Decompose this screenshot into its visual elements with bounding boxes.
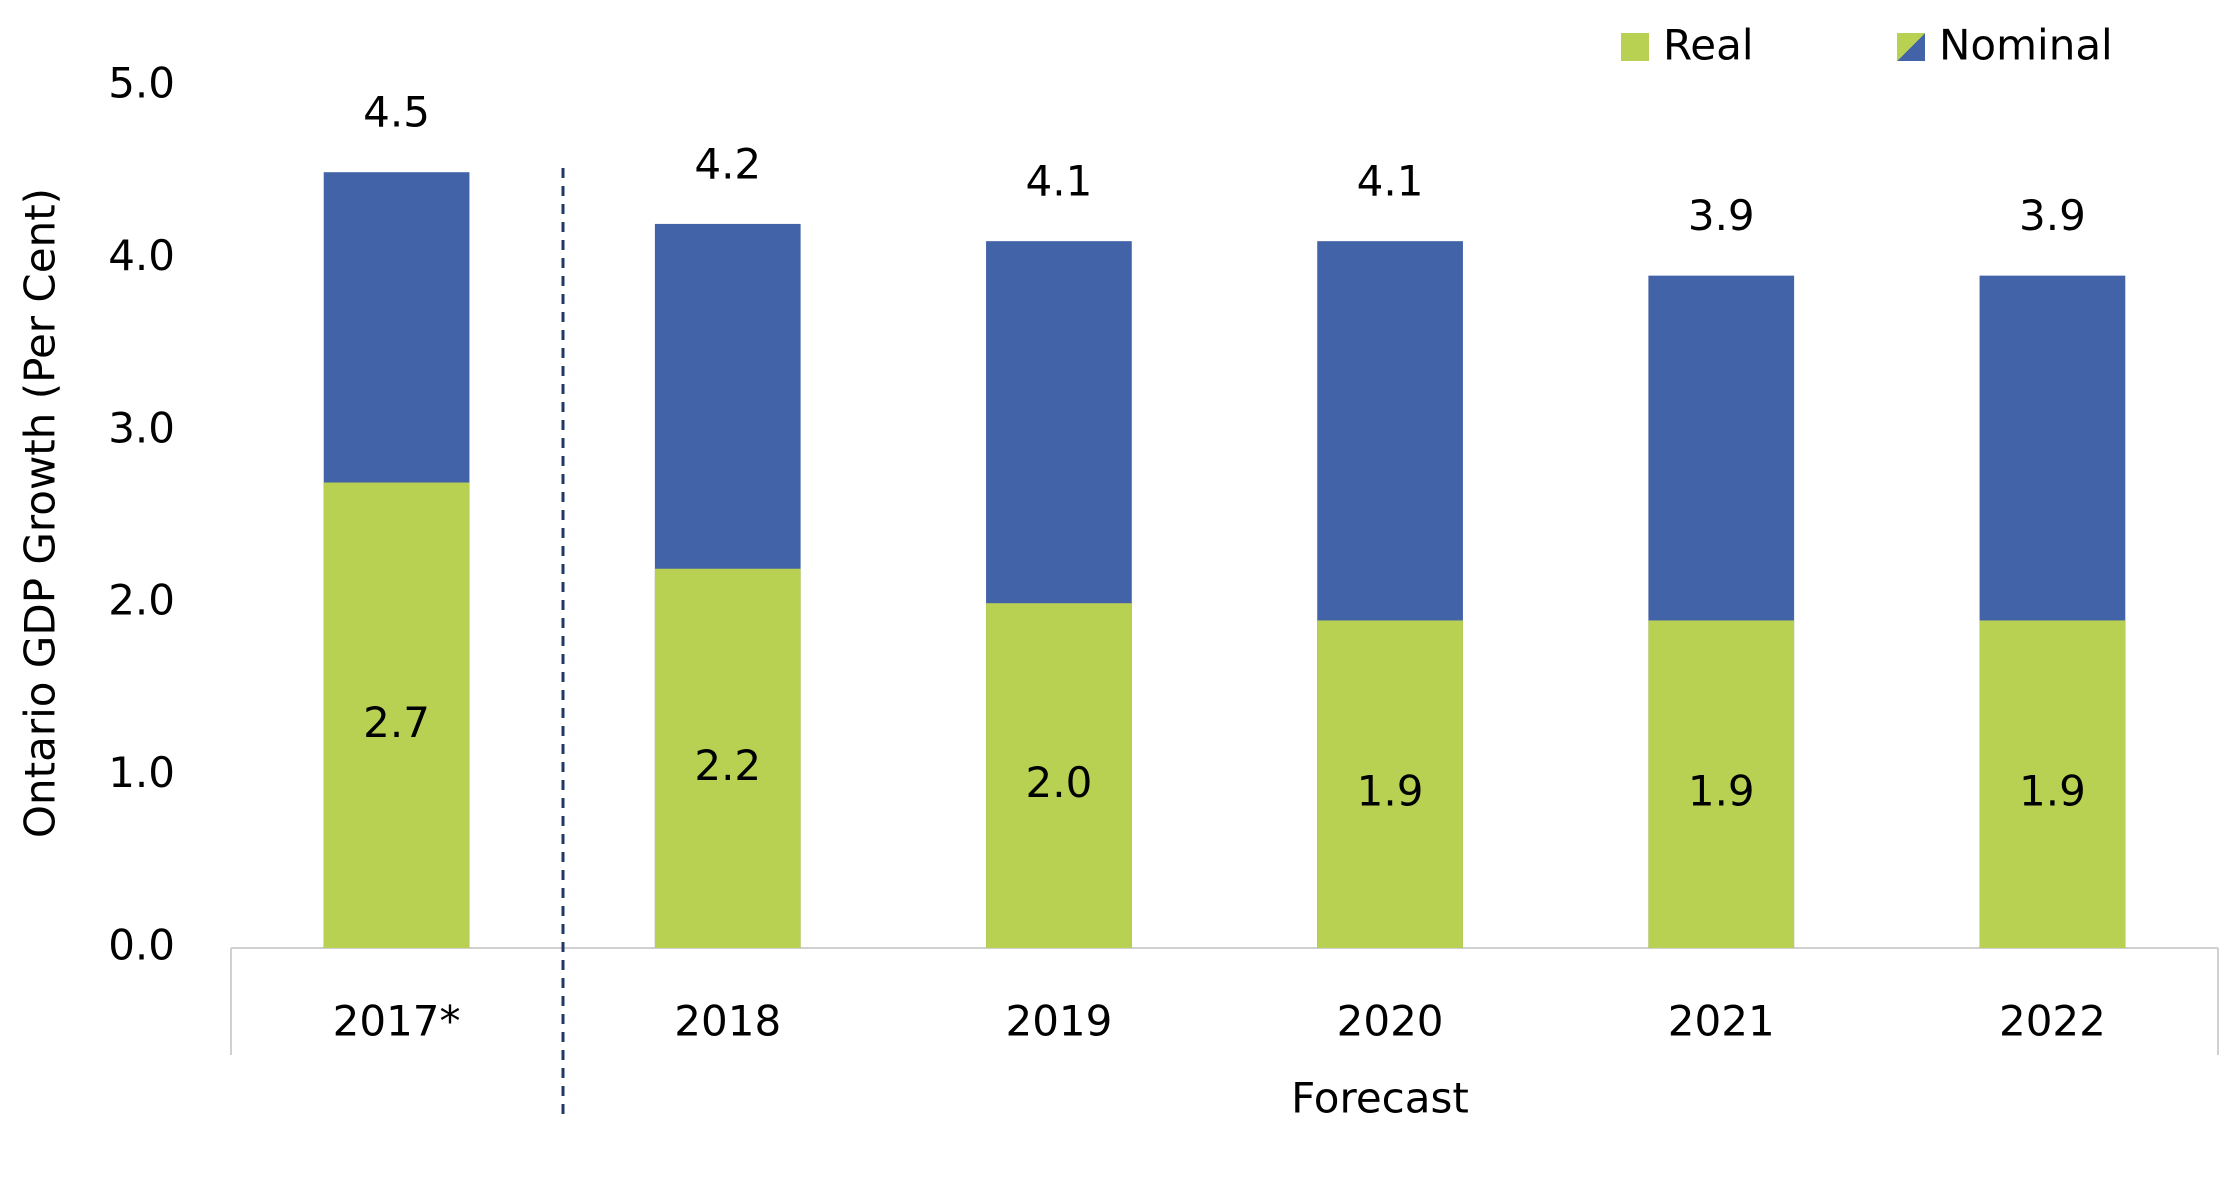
bar [323,482,470,948]
y-tick-label: 5.0 [108,59,175,108]
data-label: 1.9 [2019,767,2086,816]
x-tick-label: 2019 [1005,997,1112,1046]
data-label: 4.1 [1357,157,1424,206]
data-label: 2.0 [1026,758,1093,807]
data-label: 4.2 [694,139,761,188]
x-tick-label: 2022 [1999,997,2106,1046]
data-label: 3.9 [1688,191,1755,240]
bar [1979,620,2126,948]
legend-label: Nominal [1939,21,2113,70]
data-label: 1.9 [1357,767,1424,816]
bar [1317,620,1463,948]
y-axis-label: Ontario GDP Growth (Per Cent) [16,188,65,838]
x-tick-label: 2018 [674,997,781,1046]
annotation: Forecast [1291,1074,1469,1123]
data-label: 4.5 [363,88,430,137]
y-tick-label: 1.0 [108,748,175,797]
data-label: 4.1 [1026,157,1093,206]
bar [1648,620,1795,948]
x-tick-label: 2020 [1337,997,1444,1046]
y-tick-label: 3.0 [108,403,175,452]
data-label: 2.7 [363,698,430,747]
data-label: 1.9 [1688,767,1755,816]
x-tick-label: 2021 [1668,997,1775,1046]
bar [654,568,801,948]
data-label: 2.2 [694,741,761,790]
legend-swatch [1621,33,1649,61]
y-tick-label: 2.0 [108,576,175,625]
data-label: 3.9 [2019,191,2086,240]
y-tick-label: 0.0 [108,921,175,970]
x-tick-label: 2017* [333,997,461,1046]
legend-label: Real [1663,21,1754,70]
y-tick-label: 4.0 [108,231,175,280]
bar [986,603,1132,948]
legend-swatch [1897,33,1925,61]
